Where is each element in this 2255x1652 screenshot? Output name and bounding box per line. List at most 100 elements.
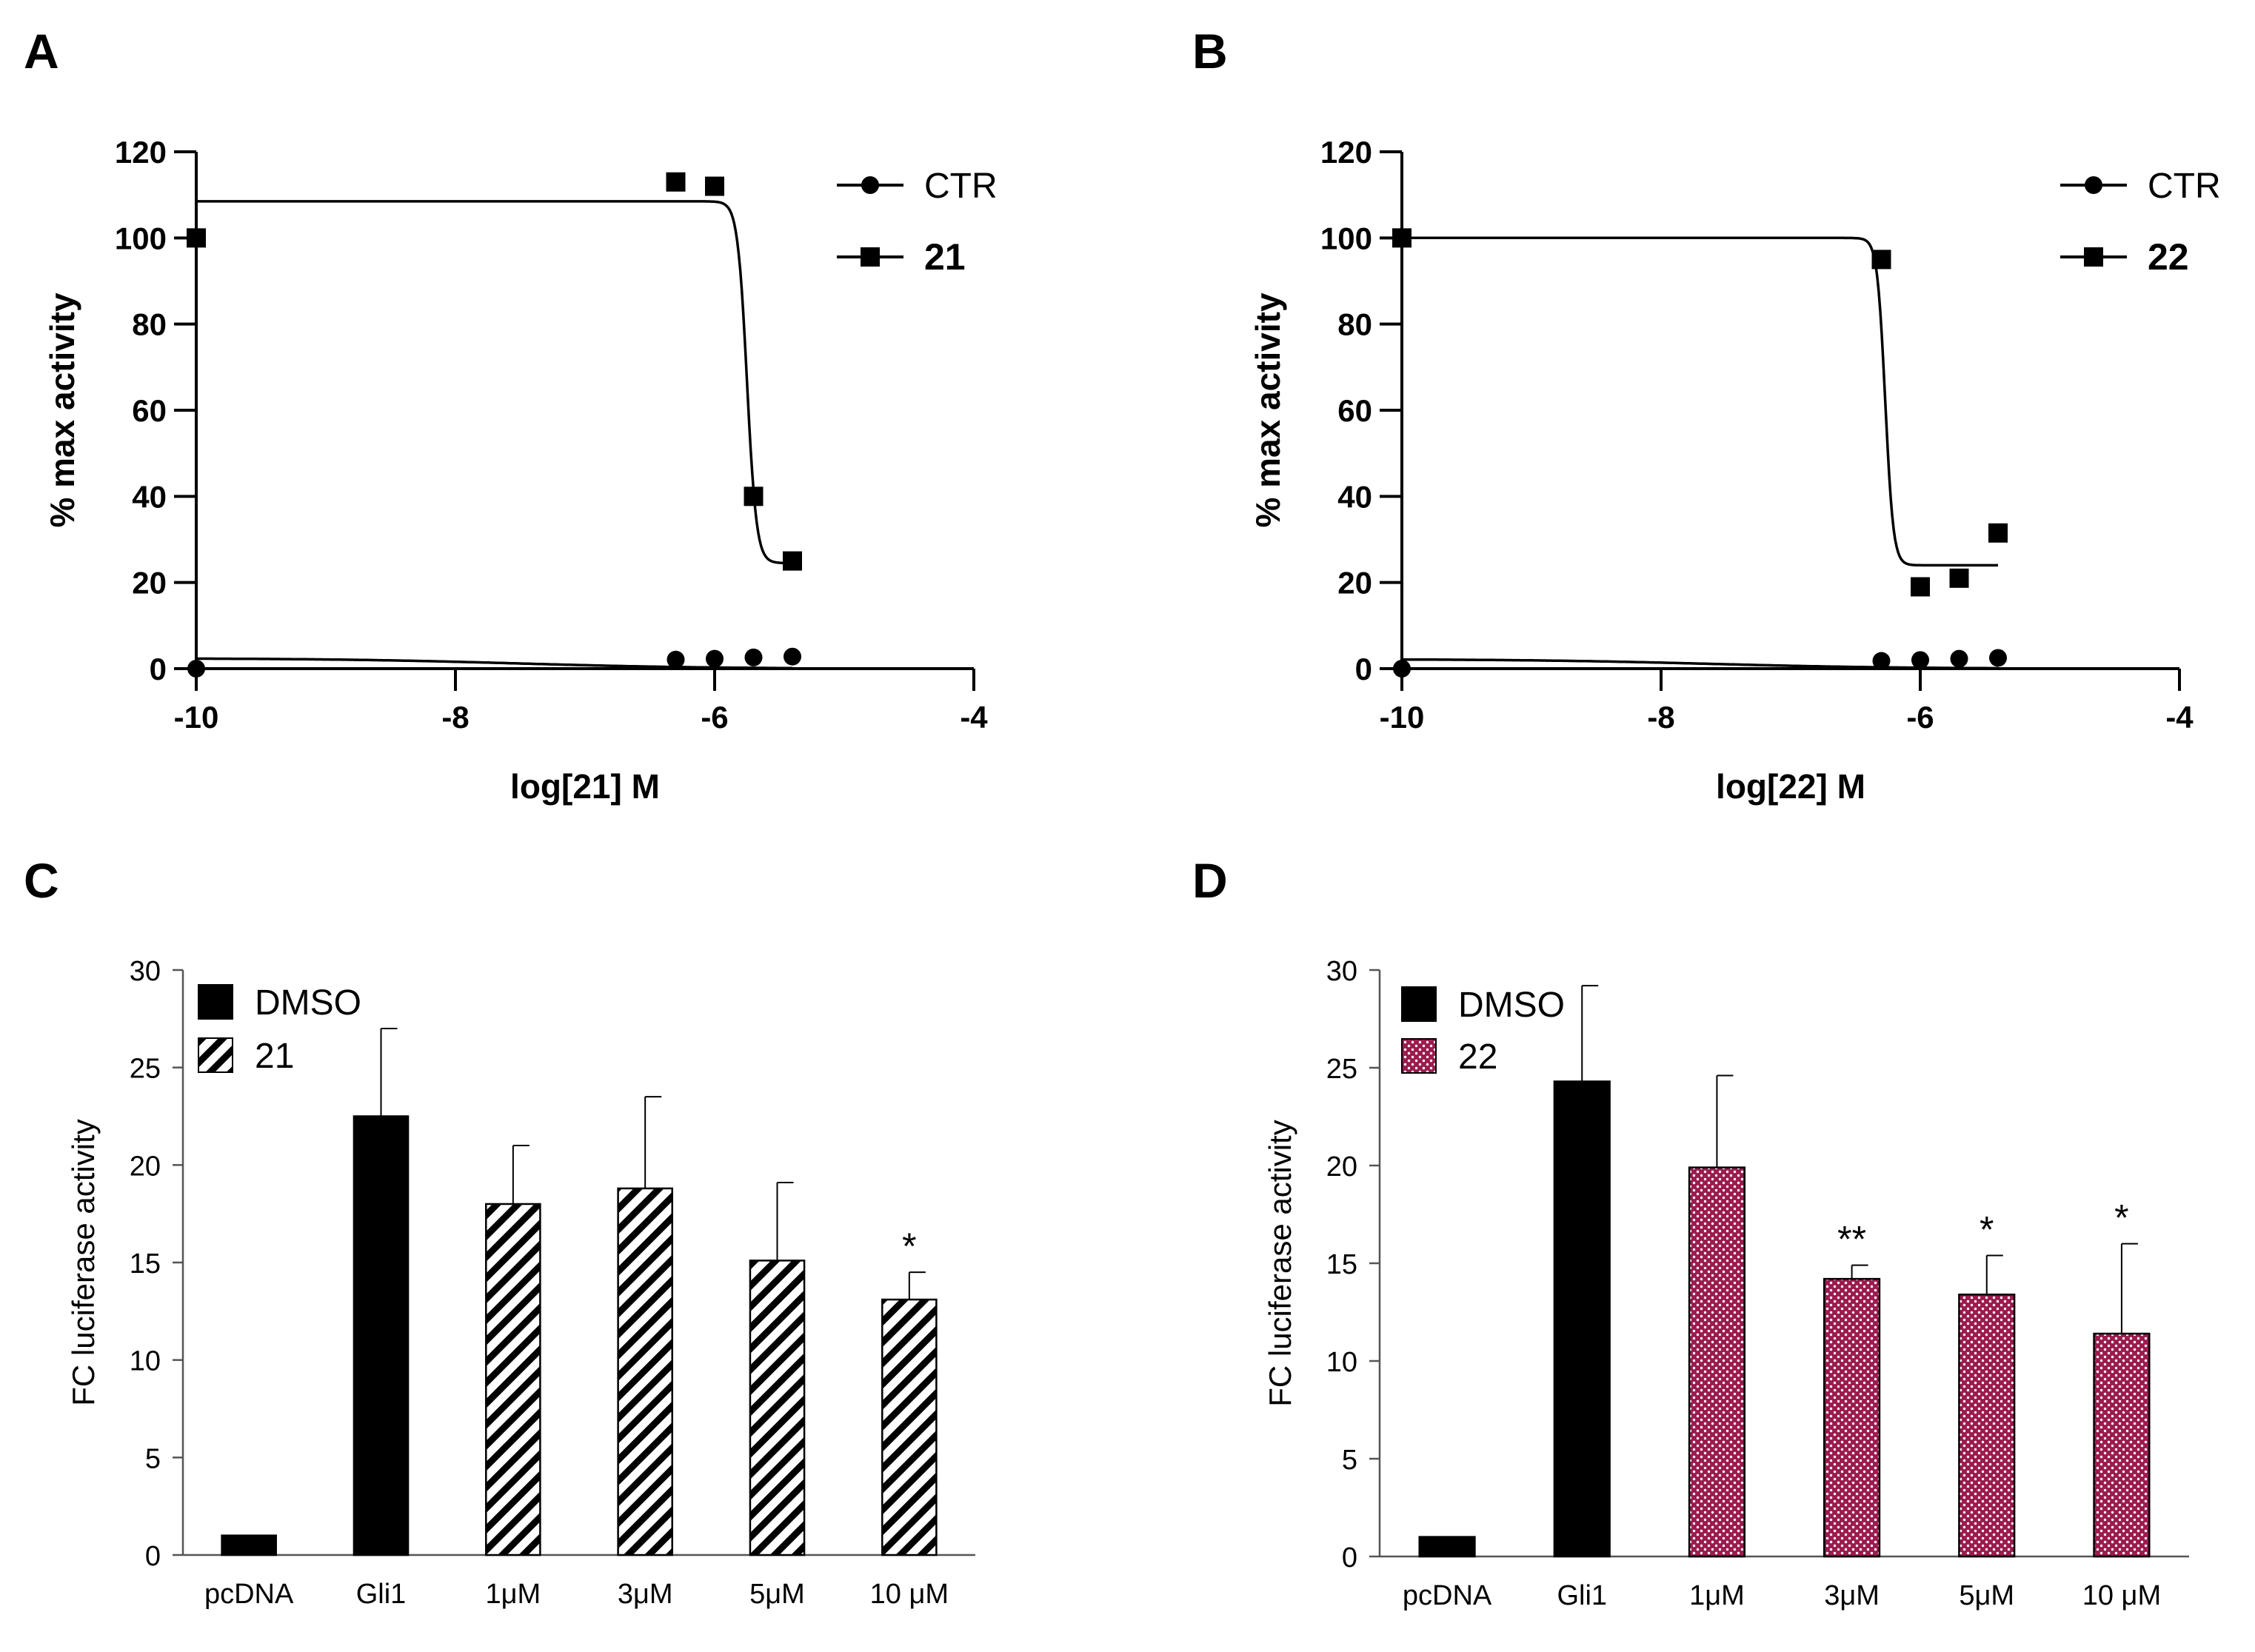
data-point-22 [1392,228,1412,248]
significance-marker: * [2114,1197,2128,1239]
y-tick-label: 120 [115,135,167,170]
significance-marker: ** [1837,1219,1866,1260]
data-point-21 [744,486,764,506]
panel-letter-a: A [24,24,59,78]
data-point-22 [1949,568,1969,588]
data-point-CTR [1393,660,1411,678]
legend-label: CTR [924,167,998,206]
x-tick-label: -6 [701,700,728,735]
legend-marker [861,176,879,194]
y-tick-label: 0 [1342,1542,1357,1574]
bar-3 [1823,1277,1881,1558]
data-point-22 [1871,250,1891,270]
y-axis-label: FC luciferase activity [66,1119,101,1405]
significance-marker: * [1980,1208,1994,1250]
y-tick-label: 30 [130,956,161,987]
data-point-CTR [744,648,763,666]
y-tick-label: 30 [1326,956,1357,987]
x-category-label: 3μM [1824,1580,1880,1611]
data-point-CTR [1950,649,1968,668]
y-axis-label: % max activity [1249,292,1287,527]
y-tick-label: 20 [1326,1151,1357,1183]
y-tick-label: 0 [150,652,167,686]
x-category-label: 10 μM [870,1579,949,1610]
bar-4 [1958,1293,2016,1558]
legend-swatch [1401,986,1437,1022]
panel-letter-c: C [24,853,59,908]
x-category-label: 5μM [749,1579,805,1610]
legend-marker [2085,176,2102,194]
legend-label: 22 [2148,236,2189,278]
data-point-21 [705,176,724,196]
y-axis-label: % max activity [43,292,81,527]
x-axis-label: log[22] M [1716,767,1865,806]
legend-marker [2084,247,2103,267]
bar-5 [2093,1332,2151,1558]
y-tick-label: 20 [132,566,167,601]
x-category-label: Gli1 [356,1579,407,1610]
x-tick-label: -4 [960,700,988,735]
fit-curve-22 [1402,236,1998,567]
x-axis-label: log[21] M [510,767,660,806]
y-tick-label: 0 [1355,652,1372,686]
data-point-21 [783,551,802,571]
x-tick-label: -8 [1647,700,1674,735]
y-tick-label: 20 [1337,566,1372,601]
y-tick-label: 80 [1337,307,1372,342]
bar-2 [485,1203,541,1556]
data-point-CTR [1911,651,1929,669]
bar-4 [749,1260,806,1556]
y-tick-label: 15 [1326,1249,1357,1280]
data-point-CTR [187,660,205,678]
y-tick-label: 60 [132,393,167,428]
x-tick-label: -10 [174,700,219,735]
chart-panel-c: 0 5 10 15 20 25 30 FC luciferase activity pcDNA G… [66,956,975,1610]
data-point-CTR [1989,649,2007,667]
x-category-label: pcDNA [1403,1580,1492,1611]
legend-label: 21 [255,1037,294,1076]
legend-label: 21 [924,236,966,278]
data-point-21 [666,172,686,192]
y-tick-label: 40 [1337,479,1372,514]
fit-curve-CTR [1402,658,1998,670]
significance-marker: * [902,1225,916,1267]
bar-2 [1688,1166,1746,1558]
data-point-CTR [667,650,685,669]
data-point-CTR [706,649,724,668]
y-tick-label: 100 [115,221,167,255]
y-tick-label: 0 [145,1541,161,1572]
legend-swatch [1401,1038,1437,1074]
bar-0 [221,1534,277,1556]
y-axis-label: FC luciferase activity [1263,1120,1297,1406]
y-tick-label: 15 [130,1248,161,1280]
data-point-22 [1911,577,1930,597]
legend-label: 22 [1458,1037,1497,1077]
legend-label: CTR [2148,167,2221,206]
data-point-CTR [1872,652,1891,670]
y-tick-label: 5 [1342,1445,1357,1476]
y-tick-label: 10 [1326,1347,1357,1378]
y-tick-label: 60 [1337,393,1372,428]
x-category-label: 5μM [1959,1580,2014,1611]
data-point-21 [187,228,206,248]
chart-panel-b: 0 20 40 60 80 100 120 -10 -8 -6 -4 log[22] M % max a… [1249,135,2221,806]
bar-3 [617,1187,673,1556]
data-point-22 [1988,523,2008,543]
y-tick-label: 25 [1326,1054,1357,1085]
y-tick-label: 80 [132,307,167,342]
fit-curve-21 [196,200,793,565]
x-category-label: 3μM [618,1579,673,1610]
bar-0 [1418,1536,1476,1558]
y-tick-label: 40 [132,479,167,514]
x-category-label: 1μM [1689,1580,1745,1611]
x-category-label: 1μM [485,1579,541,1610]
y-tick-label: 25 [130,1054,161,1085]
legend-swatch [198,984,233,1020]
fit-curve-CTR [196,657,792,670]
bar-1 [1553,1080,1611,1558]
legend-swatch [198,1037,233,1073]
chart-panel-a: 0 20 40 60 80 100 120 -10 -8 -6 -4 log[21] M % max a… [43,135,998,806]
y-tick-label: 120 [1320,135,1372,170]
data-point-CTR [784,647,801,666]
